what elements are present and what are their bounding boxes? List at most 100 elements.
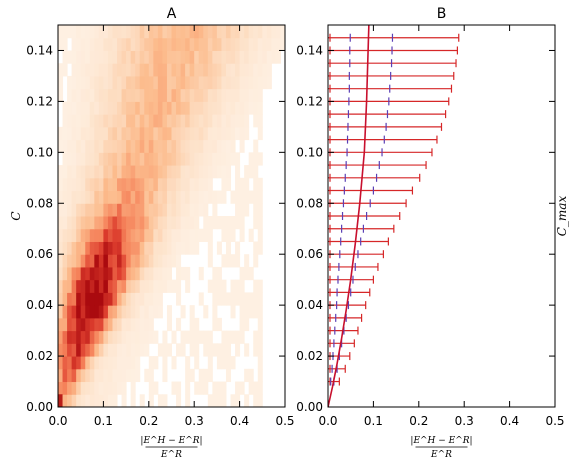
heatmap-cell [153,203,159,217]
heatmap-cell [148,75,154,90]
heatmap-cell [244,88,250,102]
heatmap-cell [135,114,141,128]
heatmap-cell [189,190,195,204]
heatmap-cell [126,114,132,128]
heatmap-cell [130,139,136,153]
panel-a-x-tick-label: 0.1 [94,414,113,428]
heatmap-cell [194,50,200,64]
heatmap-cell [67,126,73,141]
heatmap-cell [203,165,209,179]
heatmap-cell [239,216,245,230]
heatmap-cell [121,114,127,128]
heatmap-cell [244,305,250,319]
heatmap-cell [266,25,272,39]
heatmap-cell [67,343,73,357]
heatmap-cell [58,292,64,306]
heatmap-cell [103,63,109,77]
heatmap-cell [248,190,254,204]
heatmap-cell [107,152,113,166]
heatmap-cell [225,126,232,141]
heatmap-cell [107,266,113,281]
heatmap-cell [244,177,250,192]
heatmap-cell [239,101,245,115]
heatmap-cell [107,63,113,77]
heatmap-cell [176,165,182,179]
heatmap-cell [67,177,73,192]
heatmap-cell [157,279,163,293]
heatmap-cell [166,75,172,90]
heatmap-cell [85,177,91,192]
heatmap-cell [230,152,236,166]
heatmap-cell [239,266,245,281]
heatmap-cell [162,139,168,153]
heatmap-cell [189,228,195,242]
heatmap-cell [212,190,218,204]
heatmap-cell [85,165,91,179]
heatmap-cell [207,343,213,357]
heatmap-cell [180,165,186,179]
heatmap-cell [76,37,82,51]
heatmap-cell [198,114,204,128]
heatmap-cell [162,394,168,407]
heatmap-cell [135,139,141,153]
heatmap-cell [107,216,113,230]
heatmap-cell [107,75,113,90]
heatmap-cell [230,75,236,90]
heatmap-cell [253,177,259,192]
heatmap-cell [135,292,141,306]
heatmap-cell [76,266,82,281]
heatmap-cell [203,139,209,153]
heatmap-cell [121,88,127,102]
heatmap-cell [98,25,104,39]
heatmap-cell [148,190,154,204]
heatmap-cell [176,203,182,217]
heatmap-cell [135,165,141,179]
heatmap-cell [207,25,213,39]
heatmap-cell [244,75,250,90]
heatmap-cell [148,241,154,255]
heatmap-cell [166,190,172,204]
panel-b-y-tick-label: 0.02 [296,349,323,363]
panel-a-y-tick-label: 0.00 [26,400,53,414]
heatmap-cell [221,25,227,39]
panel-b-y-tick-label: 0.00 [296,400,323,414]
heatmap-cell [89,50,95,64]
heatmap-cell [216,75,222,90]
heatmap-cell [198,381,204,395]
heatmap-cell [58,139,64,153]
heatmap-cell [58,37,64,51]
heatmap-cell [203,368,209,383]
heatmap-cell [244,368,250,383]
heatmap-cell [94,75,100,90]
heatmap-cell [157,394,163,407]
heatmap-cell [239,63,245,77]
heatmap-cell [98,266,104,281]
heatmap-cell [58,190,64,204]
heatmap-cell [166,216,172,230]
heatmap-cell [62,114,68,128]
heatmap-cell [166,305,172,319]
heatmap-cell [89,330,95,344]
heatmap-cell [153,216,159,230]
heatmap-cell [98,177,104,192]
heatmap-cell [121,279,127,293]
heatmap-cell [253,254,259,268]
heatmap-cell [235,292,241,306]
heatmap-cell [153,254,159,268]
heatmap-cell [189,165,195,179]
heatmap-cell [157,165,163,179]
heatmap-cell [62,216,68,230]
heatmap-cell [85,25,91,39]
heatmap-cell [139,343,145,357]
heatmap-cell [107,126,113,141]
heatmap-cell [162,50,168,64]
heatmap-cell [76,216,82,230]
heatmap-cell [225,101,232,115]
heatmap-cell [98,394,104,407]
heatmap-cell [103,343,109,357]
heatmap-cell [103,203,109,217]
heatmap-cell [76,305,82,319]
heatmap-cell [157,114,163,128]
heatmap-cell [107,203,113,217]
heatmap-cell [207,394,213,407]
